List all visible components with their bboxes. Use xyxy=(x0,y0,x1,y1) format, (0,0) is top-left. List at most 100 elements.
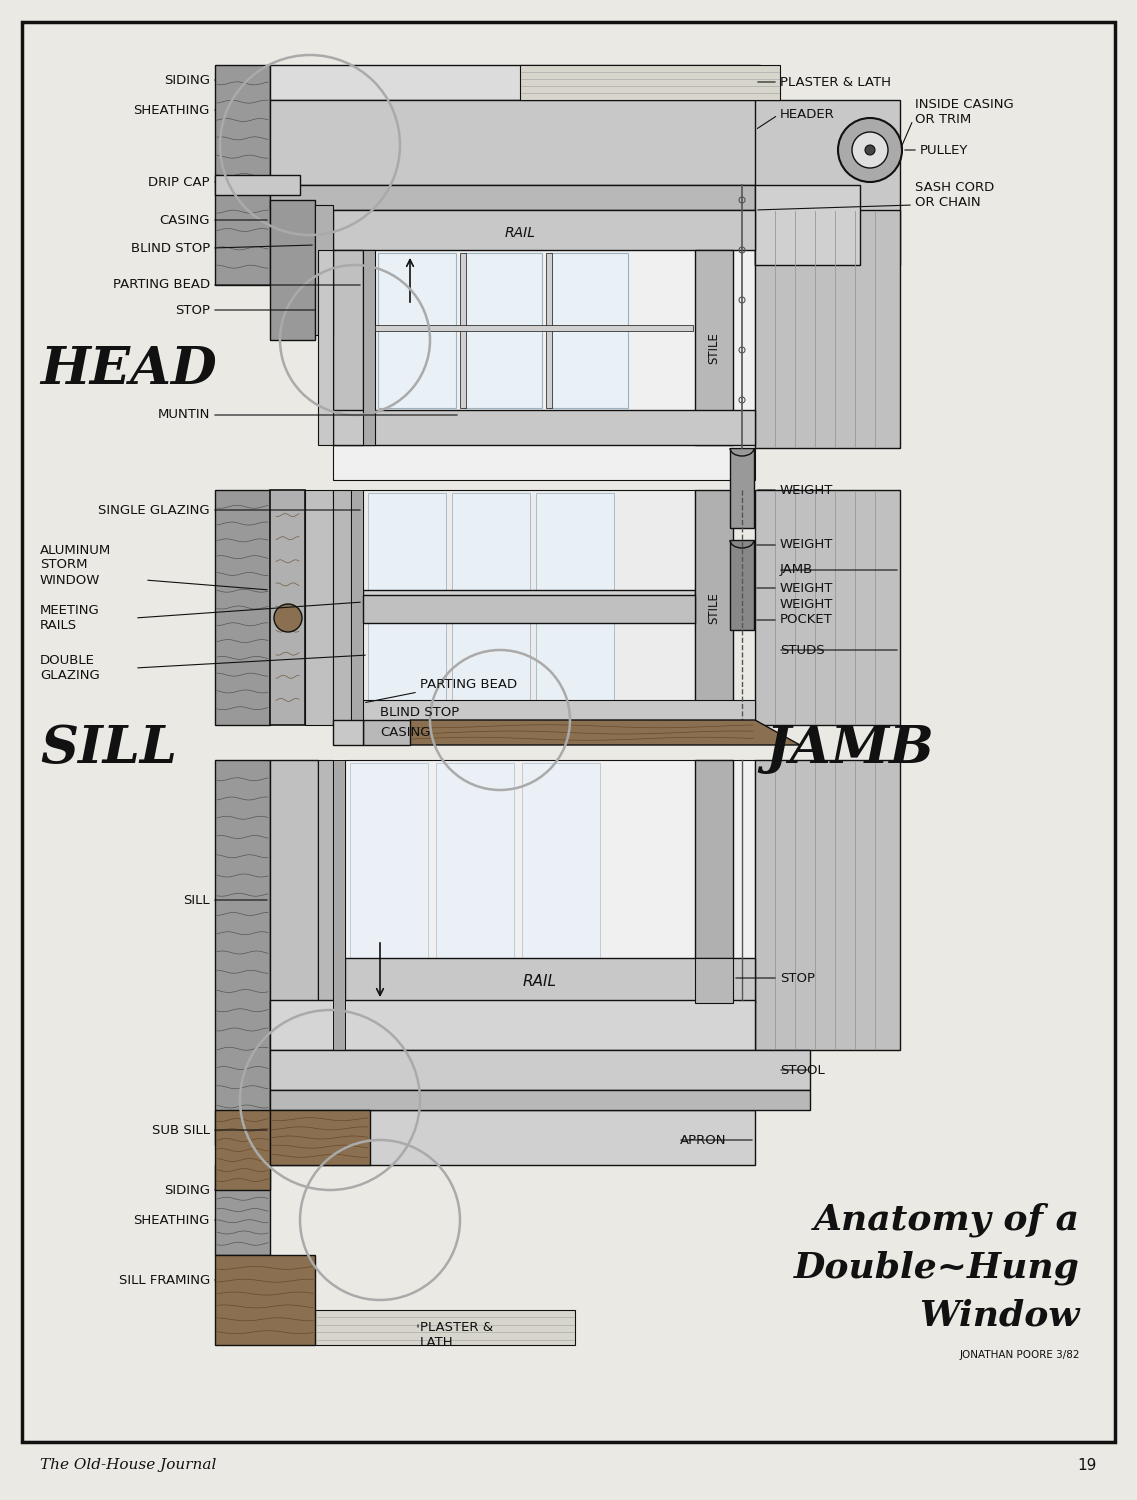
Text: CASING: CASING xyxy=(159,213,210,226)
Bar xyxy=(730,540,754,630)
Bar xyxy=(695,760,733,958)
Bar xyxy=(345,760,755,990)
Bar xyxy=(333,210,755,251)
Text: WEIGHT: WEIGHT xyxy=(780,582,833,594)
Text: SHEATHING: SHEATHING xyxy=(134,1214,210,1227)
Circle shape xyxy=(852,132,888,168)
Polygon shape xyxy=(215,176,300,195)
Polygon shape xyxy=(269,1110,755,1166)
Text: WEIGHT
POCKET: WEIGHT POCKET xyxy=(780,598,833,625)
Bar xyxy=(375,326,692,332)
Bar xyxy=(351,490,363,724)
Bar xyxy=(730,448,754,528)
Bar xyxy=(215,64,269,285)
Bar xyxy=(695,958,733,1004)
Circle shape xyxy=(274,604,302,631)
Text: Anatomy of a: Anatomy of a xyxy=(814,1203,1080,1237)
Bar xyxy=(368,494,446,592)
Text: STUDS: STUDS xyxy=(780,644,824,657)
Bar xyxy=(215,1166,269,1256)
Text: INSIDE CASING
OR TRIM: INSIDE CASING OR TRIM xyxy=(915,98,1014,126)
Polygon shape xyxy=(269,184,760,210)
Bar xyxy=(363,596,695,622)
Text: STILE: STILE xyxy=(707,592,721,624)
Text: WEIGHT: WEIGHT xyxy=(780,483,833,496)
Bar xyxy=(453,610,530,718)
Text: PARTING BEAD: PARTING BEAD xyxy=(113,279,210,291)
Text: MEETING
RAILS: MEETING RAILS xyxy=(40,604,100,631)
Polygon shape xyxy=(333,720,363,746)
Text: The Old-House Journal: The Old-House Journal xyxy=(40,1458,216,1472)
Text: JAMB: JAMB xyxy=(765,723,933,774)
Bar xyxy=(453,494,530,592)
Text: STILE: STILE xyxy=(707,332,721,364)
Text: STOOL: STOOL xyxy=(780,1064,824,1077)
Bar xyxy=(315,206,333,334)
Bar xyxy=(435,764,514,982)
Text: DRIP CAP: DRIP CAP xyxy=(148,176,210,189)
Text: Window: Window xyxy=(920,1299,1080,1334)
Text: DOUBLE
GLAZING: DOUBLE GLAZING xyxy=(40,654,100,682)
Text: BLIND STOP: BLIND STOP xyxy=(380,706,459,720)
Text: SUB SILL: SUB SILL xyxy=(152,1124,210,1137)
Bar xyxy=(368,610,446,718)
Text: SILL FRAMING: SILL FRAMING xyxy=(118,1274,210,1287)
Bar xyxy=(755,210,901,448)
Text: JONATHAN POORE 3/82: JONATHAN POORE 3/82 xyxy=(960,1350,1080,1360)
Bar xyxy=(755,490,901,724)
Bar xyxy=(522,764,600,982)
Text: MUNTIN: MUNTIN xyxy=(158,408,210,422)
Bar xyxy=(377,254,456,408)
Bar xyxy=(363,490,695,724)
Polygon shape xyxy=(269,1090,810,1110)
Bar xyxy=(363,590,695,612)
Bar xyxy=(215,490,269,724)
Text: HEAD: HEAD xyxy=(40,345,217,396)
Text: PLASTER & LATH: PLASTER & LATH xyxy=(780,75,891,88)
Bar xyxy=(333,490,351,724)
Bar xyxy=(546,254,551,408)
Bar xyxy=(215,1256,315,1346)
Polygon shape xyxy=(269,1000,755,1050)
Text: SINGLE GLAZING: SINGLE GLAZING xyxy=(99,504,210,516)
Bar xyxy=(215,1110,269,1190)
Text: PARTING BEAD: PARTING BEAD xyxy=(420,678,517,692)
Bar xyxy=(269,490,305,724)
Bar xyxy=(755,100,901,266)
Polygon shape xyxy=(269,1050,810,1090)
Bar xyxy=(460,254,466,408)
Text: SILL: SILL xyxy=(183,894,210,906)
Text: SILL: SILL xyxy=(40,723,177,774)
Bar xyxy=(269,200,315,340)
Text: Double~Hung: Double~Hung xyxy=(794,1251,1080,1286)
Bar xyxy=(350,764,428,982)
Bar xyxy=(318,760,333,1144)
Bar xyxy=(755,760,901,1050)
Polygon shape xyxy=(269,100,760,184)
Text: RAIL: RAIL xyxy=(523,975,557,990)
Text: HEADER: HEADER xyxy=(780,108,835,122)
Text: JAMB: JAMB xyxy=(780,564,813,576)
Text: SHEATHING: SHEATHING xyxy=(134,104,210,117)
Text: SASH CORD
OR CHAIN: SASH CORD OR CHAIN xyxy=(915,182,994,209)
Bar xyxy=(215,760,269,1144)
Bar xyxy=(333,251,363,446)
Text: 19: 19 xyxy=(1078,1458,1097,1473)
Text: PLASTER &
LATH: PLASTER & LATH xyxy=(420,1322,493,1348)
Bar xyxy=(315,1310,575,1346)
Text: APRON: APRON xyxy=(680,1134,727,1146)
Bar xyxy=(305,490,333,724)
Bar xyxy=(269,760,318,1144)
Bar xyxy=(363,251,375,446)
Circle shape xyxy=(838,118,902,182)
Bar xyxy=(269,1110,370,1166)
Polygon shape xyxy=(269,64,760,101)
Bar xyxy=(755,184,860,266)
Text: STOP: STOP xyxy=(780,972,815,984)
Polygon shape xyxy=(410,720,800,746)
Text: BLIND STOP: BLIND STOP xyxy=(131,242,210,255)
Text: PULLEY: PULLEY xyxy=(920,144,969,156)
Text: STOP: STOP xyxy=(175,303,210,316)
Bar xyxy=(695,490,733,724)
Polygon shape xyxy=(363,720,410,746)
